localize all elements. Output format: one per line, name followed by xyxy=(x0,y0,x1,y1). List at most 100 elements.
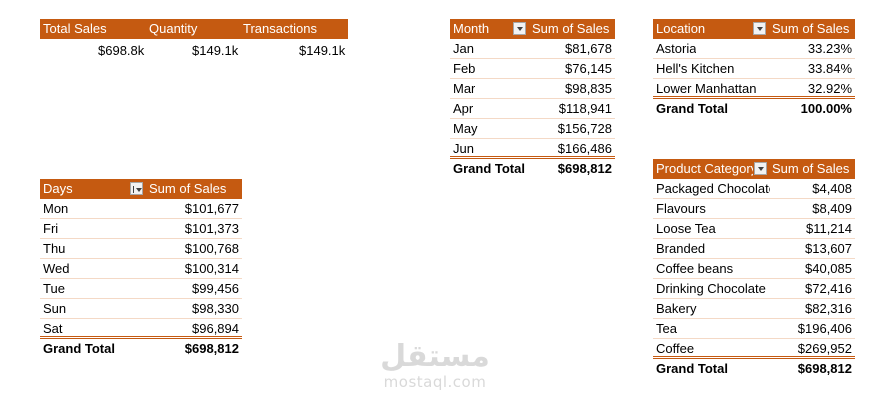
quantity-value[interactable]: $149.1k xyxy=(192,43,239,58)
category-column-header[interactable]: Product Category xyxy=(656,161,753,176)
row-label: Mon xyxy=(43,201,69,216)
location-column-header[interactable]: Location xyxy=(656,21,706,36)
grand-total-row[interactable]: Grand Total 100.00% xyxy=(653,99,855,118)
table-row[interactable]: Branded $13,607 xyxy=(653,239,855,259)
grand-total-value: 100.00% xyxy=(800,101,852,116)
total-sales-value[interactable]: $698.8k xyxy=(98,43,145,58)
grand-total-row[interactable]: Grand Total $698,812 xyxy=(450,159,615,178)
row-value: $40,085 xyxy=(805,261,852,276)
watermark-text: mostaql.com xyxy=(383,373,487,391)
days-table-header: Days Sum of Sales xyxy=(40,179,242,199)
table-row[interactable]: Bakery $82,316 xyxy=(653,299,855,319)
row-label: Tea xyxy=(656,321,677,336)
row-label: Lower Manhattan xyxy=(656,81,757,96)
row-value: $100,768 xyxy=(184,241,239,256)
row-label: Sun xyxy=(43,301,67,316)
days-pivot-table: Days Sum of Sales Mon $101,677 Fri $101,373… xyxy=(40,179,242,358)
kpi-header-bar: Total Sales Quantity Transactions xyxy=(40,19,348,39)
table-row[interactable]: Lower Manhattan 32.92% xyxy=(653,79,855,99)
table-row[interactable]: Jun $166,486 xyxy=(450,139,615,159)
sum-of-sales-header[interactable]: Sum of Sales xyxy=(772,161,850,176)
location-pivot-table: Location Sum of Sales Astoria 33.23% Hell'… xyxy=(653,19,855,118)
row-value: $98,330 xyxy=(192,301,239,316)
row-label: Apr xyxy=(453,101,474,116)
filter-dropdown-icon[interactable] xyxy=(754,162,767,175)
sort-filter-icon[interactable] xyxy=(130,182,143,195)
table-row[interactable]: Wed $100,314 xyxy=(40,259,242,279)
row-label: Flavours xyxy=(656,201,706,216)
grand-total-row[interactable]: Grand Total $698,812 xyxy=(653,359,855,378)
table-row[interactable]: Hell's Kitchen 33.84% xyxy=(653,59,855,79)
row-value: $13,607 xyxy=(805,241,852,256)
table-row[interactable]: Jan $81,678 xyxy=(450,39,615,59)
category-pivot-table: Product Category Sum of Sales Packaged C… xyxy=(653,159,855,378)
row-value: $96,894 xyxy=(192,321,239,336)
row-value: $8,409 xyxy=(812,201,852,216)
table-row[interactable]: Thu $100,768 xyxy=(40,239,242,259)
row-value: 32.92% xyxy=(807,81,852,96)
watermark-mark: مستقل xyxy=(380,339,490,374)
grand-total-value: $698,812 xyxy=(557,161,612,176)
row-label: Fri xyxy=(43,221,59,236)
row-value: $72,416 xyxy=(805,281,852,296)
table-row[interactable]: Fri $101,373 xyxy=(40,219,242,239)
row-value: $166,486 xyxy=(557,141,612,156)
row-label: Astoria xyxy=(656,41,697,56)
row-label: Tue xyxy=(43,281,65,296)
row-label: Drinking Chocolate xyxy=(656,281,766,296)
table-row[interactable]: Tea $196,406 xyxy=(653,319,855,339)
row-value: $101,677 xyxy=(184,201,239,216)
row-label: Sat xyxy=(43,321,63,336)
sum-of-sales-header[interactable]: Sum of Sales xyxy=(149,181,227,196)
row-label: Thu xyxy=(43,241,66,256)
grand-total-value: $698,812 xyxy=(184,341,239,356)
row-label: Feb xyxy=(453,61,476,76)
table-row[interactable]: Astoria 33.23% xyxy=(653,39,855,59)
row-label: Jun xyxy=(453,141,474,156)
row-label: Packaged Chocolate xyxy=(656,181,770,196)
grand-total-label: Grand Total xyxy=(43,341,115,356)
table-row[interactable]: Apr $118,941 xyxy=(450,99,615,119)
table-row[interactable]: May $156,728 xyxy=(450,119,615,139)
row-label: Mar xyxy=(453,81,476,96)
grand-total-row[interactable]: Grand Total $698,812 xyxy=(40,339,242,358)
row-label: Coffee xyxy=(656,341,695,356)
filter-dropdown-icon[interactable] xyxy=(513,22,526,35)
row-value: 33.84% xyxy=(807,61,852,76)
table-row[interactable]: Coffee $269,952 xyxy=(653,339,855,359)
quantity-header[interactable]: Quantity xyxy=(149,21,198,36)
table-row[interactable]: Coffee beans $40,085 xyxy=(653,259,855,279)
row-value: $81,678 xyxy=(565,41,612,56)
table-row[interactable]: Sat $96,894 xyxy=(40,319,242,339)
days-column-header[interactable]: Days xyxy=(43,181,73,196)
total-sales-header[interactable]: Total Sales xyxy=(43,21,107,36)
month-pivot-table: Month Sum of Sales Jan $81,678 Feb $76,145 M… xyxy=(450,19,615,178)
table-row[interactable]: Mon $101,677 xyxy=(40,199,242,219)
row-value: $269,952 xyxy=(797,341,852,356)
location-table-header: Location Sum of Sales xyxy=(653,19,855,39)
row-value: $98,835 xyxy=(565,81,612,96)
table-row[interactable]: Drinking Chocolate $72,416 xyxy=(653,279,855,299)
sum-of-sales-header[interactable]: Sum of Sales xyxy=(772,21,850,36)
table-row[interactable]: Flavours $8,409 xyxy=(653,199,855,219)
row-value: $196,406 xyxy=(797,321,852,336)
filter-dropdown-icon[interactable] xyxy=(753,22,766,35)
transactions-value[interactable]: $149.1k xyxy=(299,43,346,58)
table-row[interactable]: Tue $99,456 xyxy=(40,279,242,299)
table-row[interactable]: Packaged Chocolate $4,408 xyxy=(653,179,855,199)
month-column-header[interactable]: Month xyxy=(453,21,490,36)
row-value: $76,145 xyxy=(565,61,612,76)
row-value: $100,314 xyxy=(184,261,239,276)
table-row[interactable]: Mar $98,835 xyxy=(450,79,615,99)
table-row[interactable]: Sun $98,330 xyxy=(40,299,242,319)
table-row[interactable]: Loose Tea $11,214 xyxy=(653,219,855,239)
transactions-header[interactable]: Transactions xyxy=(243,21,317,36)
row-label: Branded xyxy=(656,241,706,256)
grand-total-label: Grand Total xyxy=(453,161,525,176)
row-value: $118,941 xyxy=(558,101,612,116)
table-row[interactable]: Feb $76,145 xyxy=(450,59,615,79)
row-value: $156,728 xyxy=(557,121,612,136)
grand-total-label: Grand Total xyxy=(656,361,728,376)
sum-of-sales-header[interactable]: Sum of Sales xyxy=(532,21,610,36)
month-table-header: Month Sum of Sales xyxy=(450,19,615,39)
